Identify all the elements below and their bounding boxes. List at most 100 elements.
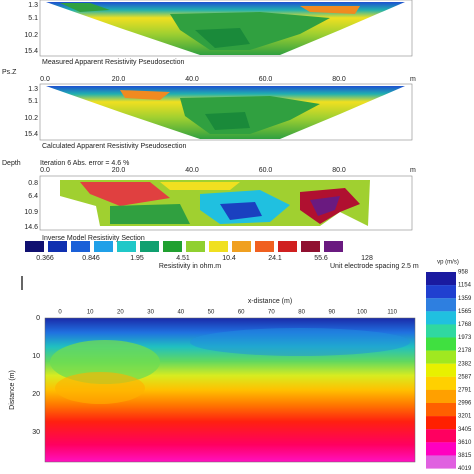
colorbar-label: 1359 [458, 296, 472, 302]
colorbar-label: 3201 [458, 414, 472, 420]
colorbar-label: 3610 [458, 440, 472, 446]
x-tick-label: 50 [208, 310, 215, 316]
low-velocity-zone [50, 340, 160, 384]
colorbar-label: 2791 [458, 387, 472, 393]
y-tick-label: 10.2 [24, 115, 38, 122]
x-tick-label: 100 [357, 310, 368, 316]
x-tick-label: 20.0 [112, 167, 126, 174]
patch [120, 90, 170, 100]
color-swatch [163, 241, 182, 252]
color-swatch [140, 241, 159, 252]
x-tick-label: 60.0 [259, 76, 273, 83]
x-tick-label: 10 [87, 310, 94, 316]
colorbar-label: 10.4 [222, 255, 236, 262]
colorbar-title: Resistivity in ohm.m [159, 263, 221, 270]
colorbar-label: 24.1 [268, 255, 282, 262]
colorbar-label: 2996 [458, 401, 472, 407]
colorbar-label: 4019 [458, 466, 472, 472]
colorbar-label: 2178 [458, 348, 472, 354]
color-swatch [301, 241, 320, 252]
x-tick-label: 60 [238, 310, 245, 316]
color-swatch [186, 241, 205, 252]
color-swatch [255, 241, 274, 252]
note: Iteration 6 Abs. error = 4.6 % [40, 160, 129, 167]
colorbar-label: 1.95 [130, 255, 144, 262]
color-swatch [117, 241, 136, 252]
colorbar-label: 3815 [458, 453, 472, 459]
color-swatch [209, 241, 228, 252]
colorbar-title: vp (m/s) [437, 260, 459, 266]
y-tick-label: 10.9 [24, 209, 38, 216]
x-tick-label: 20 [117, 310, 124, 316]
colorbar-label: 4.51 [176, 255, 190, 262]
y-tick-label: 30 [32, 429, 40, 436]
colorbar-label: 2587 [458, 374, 472, 380]
patch [310, 196, 340, 216]
color-swatch [426, 272, 456, 286]
x-tick-label: 0.0 [40, 167, 50, 174]
color-swatch [278, 241, 297, 252]
colorbar-label: 128 [361, 255, 373, 262]
colorbar-label: 0.366 [36, 255, 54, 262]
patch [110, 204, 190, 224]
x-tick-label: 70 [268, 310, 275, 316]
color-swatch [426, 350, 456, 364]
patch [205, 112, 250, 130]
color-swatch [426, 429, 456, 443]
color-swatch [426, 298, 456, 312]
x-tick-label: 80.0 [332, 76, 346, 83]
color-swatch [71, 241, 90, 252]
y-tick-label: 15.4 [24, 131, 38, 138]
high-velocity-zone [190, 328, 410, 356]
axis-unit: m [410, 76, 416, 83]
x-tick-label: 0 [58, 310, 62, 316]
plot-frame [44, 317, 416, 463]
x-tick-label: 110 [387, 310, 397, 316]
x-tick-label: 30 [147, 310, 154, 316]
x-tick-label: 80.0 [332, 167, 346, 174]
y-tick-label: 6.4 [28, 193, 38, 200]
y-tick-label: 5.1 [28, 15, 38, 22]
color-swatch [426, 376, 456, 390]
color-swatch [426, 285, 456, 299]
color-swatch [426, 389, 456, 404]
x-tick-label: 0.0 [40, 76, 50, 83]
color-swatch [94, 241, 113, 252]
axis-label: Depth [2, 160, 21, 167]
colorbar-label: 55.6 [314, 255, 328, 262]
colorbar-label: 1154 [458, 283, 472, 289]
y-tick-label: 0.8 [28, 180, 38, 187]
y-tick-label: 10.2 [24, 32, 38, 39]
resistivity-colorbar [25, 241, 343, 252]
patch [80, 182, 170, 206]
color-swatch [426, 363, 456, 377]
colorbar-label: 1973 [458, 335, 472, 341]
note: Unit electrode spacing 2.5 m [330, 263, 419, 270]
color-swatch [426, 416, 456, 430]
caption: Inverse Model Resistivity Section [42, 235, 145, 242]
x-tick-label: 80 [298, 310, 305, 316]
velocity-colorbar [426, 272, 456, 469]
patch [195, 28, 250, 48]
color-swatch [25, 241, 44, 252]
y-tick-label: 15.4 [24, 48, 38, 55]
velocity-section [45, 318, 415, 462]
colorbar-label: 958 [458, 270, 469, 276]
x-tick-label: 40.0 [185, 76, 199, 83]
colorbar-label: 2382 [458, 361, 472, 367]
colorbar-label: 1768 [458, 322, 472, 328]
color-swatch [426, 403, 456, 417]
colorbar-label: 1565 [458, 309, 472, 315]
x-tick-label: 40 [177, 310, 184, 316]
y-tick-label: 10 [32, 353, 40, 360]
patch [220, 202, 262, 220]
x-tick-label: 20.0 [112, 76, 126, 83]
y-tick-label: 5.1 [28, 98, 38, 105]
axis-label: Ps.Z [2, 69, 17, 76]
colorbar-label: 0.846 [82, 255, 100, 262]
color-swatch [426, 311, 456, 325]
axis-title: x-distance (m) [248, 298, 292, 305]
axis-title: Distance (m) [9, 370, 16, 410]
y-tick-label: 14.6 [24, 224, 38, 231]
